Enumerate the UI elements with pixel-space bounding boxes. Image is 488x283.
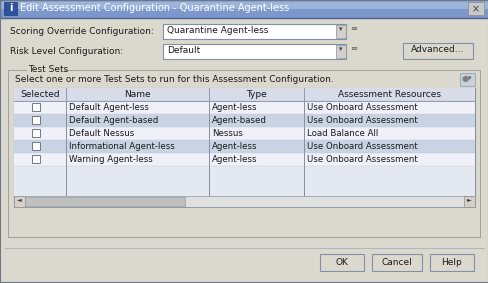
Text: Test Sets: Test Sets [28, 65, 68, 74]
Text: Informational Agent-less: Informational Agent-less [69, 142, 174, 151]
Bar [335, 25, 346, 38]
Bar [25, 197, 184, 206]
Bar [371, 254, 421, 271]
Bar [14, 140, 474, 153]
Text: Type: Type [245, 90, 266, 99]
Text: Advanced...: Advanced... [410, 45, 464, 54]
Bar [14, 127, 474, 140]
Bar [14, 88, 474, 207]
Text: Select one or more Test Sets to run for this Assessment Configuration.: Select one or more Test Sets to run for … [15, 75, 333, 84]
Bar [14, 166, 474, 196]
Text: ►: ► [466, 198, 471, 203]
Text: Agent-less: Agent-less [212, 103, 257, 112]
Text: Use Onboard Assessment: Use Onboard Assessment [306, 155, 417, 164]
Text: ▾: ▾ [339, 46, 342, 53]
Bar [335, 45, 346, 58]
Bar [463, 196, 474, 207]
Text: Quarantine Agent-less: Quarantine Agent-less [167, 26, 268, 35]
Text: Risk Level Configuration:: Risk Level Configuration: [10, 47, 123, 56]
Bar [0, 0, 488, 18]
Text: ●: ● [461, 74, 468, 83]
Bar [14, 196, 25, 207]
Text: Selected: Selected [20, 90, 60, 99]
Bar [14, 88, 474, 101]
Text: Agent-less: Agent-less [212, 142, 257, 151]
Text: Default Agent-based: Default Agent-based [69, 116, 158, 125]
Text: ≡: ≡ [349, 23, 356, 33]
Text: Use Onboard Assessment: Use Onboard Assessment [306, 103, 417, 112]
Text: Default Nessus: Default Nessus [69, 129, 134, 138]
Text: i: i [9, 3, 12, 13]
Bar [14, 153, 474, 166]
Bar [429, 254, 473, 271]
Bar [0, 0, 488, 9]
Text: ◄: ◄ [17, 198, 22, 203]
Bar [32, 103, 40, 111]
Bar [32, 129, 40, 137]
Text: Default Agent-less: Default Agent-less [69, 103, 148, 112]
Text: OK: OK [335, 258, 348, 267]
Text: ×: × [471, 4, 479, 14]
Bar [14, 196, 474, 207]
Text: Use Onboard Assessment: Use Onboard Assessment [306, 142, 417, 151]
Text: Warning Agent-less: Warning Agent-less [69, 155, 152, 164]
Text: ≡: ≡ [349, 44, 356, 53]
Bar [163, 24, 346, 39]
Text: Assessment Resources: Assessment Resources [337, 90, 440, 99]
Bar [14, 101, 474, 114]
Text: Scoring Override Configuration:: Scoring Override Configuration: [10, 27, 153, 36]
Text: Edit Assessment Configuration - Quarantine Agent-less: Edit Assessment Configuration - Quaranti… [20, 3, 289, 13]
Bar [4, 2, 17, 15]
Text: Default: Default [167, 46, 200, 55]
Text: Cancel: Cancel [381, 258, 411, 267]
Bar [402, 43, 472, 59]
Text: ▾: ▾ [339, 27, 342, 33]
Text: Use Onboard Assessment: Use Onboard Assessment [306, 116, 417, 125]
Bar [459, 73, 474, 86]
Text: Nessus: Nessus [212, 129, 243, 138]
Bar [14, 114, 474, 127]
Text: Help: Help [441, 258, 462, 267]
Bar [467, 2, 483, 15]
Text: Name: Name [124, 90, 150, 99]
Text: Agent-less: Agent-less [212, 155, 257, 164]
Bar [0, 0, 488, 18]
Text: Load Balance All: Load Balance All [306, 129, 378, 138]
Bar [163, 44, 346, 59]
Text: Agent-based: Agent-based [212, 116, 266, 125]
Text: ▾: ▾ [467, 75, 470, 81]
Bar [319, 254, 363, 271]
Bar [32, 116, 40, 124]
Bar [32, 155, 40, 163]
Bar [32, 142, 40, 150]
